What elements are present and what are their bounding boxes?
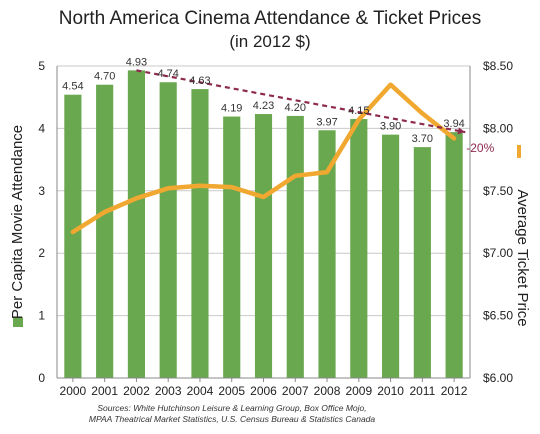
bar <box>318 130 336 378</box>
x-tick-label: 2009 <box>345 384 372 398</box>
x-tick-label: 2002 <box>123 384 150 398</box>
bar-data-label: 4.19 <box>221 103 242 115</box>
bar-data-label: 3.94 <box>443 118 464 130</box>
bar-data-label: 4.20 <box>285 102 306 114</box>
x-tick-label: 2012 <box>441 384 468 398</box>
x-tick-label: 2004 <box>187 384 214 398</box>
bar <box>127 70 146 379</box>
axes: 0 1 2 3 4 5 $6.00 $6.50 $7.00 $7.50 $8.00 $8.50 2000… <box>38 59 513 398</box>
sources-line: MPAA Theatrical Market Statistics, U.S. … <box>89 414 376 424</box>
bar-series <box>64 70 463 379</box>
x-tick-label: 2006 <box>250 384 277 398</box>
chart-subtitle: (in 2012 $) <box>229 32 310 51</box>
ticket-price-series <box>70 82 457 235</box>
x-tick-label: 2000 <box>60 384 87 398</box>
y-left-axis-title: Per Capita Movie Attendance <box>9 125 26 319</box>
bar-data-label: 3.90 <box>380 121 401 133</box>
x-tick-label: 2011 <box>409 384 435 398</box>
bar-data-label: 4.93 <box>126 56 147 68</box>
y-right-tick-label: $7.00 <box>483 246 513 260</box>
y-left-tick-label: 2 <box>38 246 45 260</box>
legend: Per Capita Movie Attendance Average Ticke… <box>9 125 531 327</box>
bar-data-label: 4.15 <box>348 105 369 117</box>
bar-data-label: 4.70 <box>94 71 115 83</box>
x-tick-label: 2001 <box>91 384 118 398</box>
bar-data-label: 4.23 <box>253 100 274 112</box>
bar-data-label: 3.70 <box>412 133 433 145</box>
bar <box>350 119 368 378</box>
trendline: -20% <box>136 69 495 155</box>
bar-data-label: 4.54 <box>62 81 83 93</box>
y-left-tick-label: 3 <box>38 184 45 198</box>
sources-note: Sources: White Hutchinson Leisure & Lear… <box>89 403 376 424</box>
y-right-tick-label: $8.50 <box>483 59 513 73</box>
bar <box>159 82 177 378</box>
bar <box>413 147 431 378</box>
y-right-tick-label: $6.00 <box>483 371 513 385</box>
y-left-tick-label: 1 <box>38 309 45 323</box>
bar-data-label: 3.97 <box>316 116 337 128</box>
sources-line: Sources: White Hutchinson Leisure & Lear… <box>97 403 366 413</box>
x-tick-label: 2007 <box>282 384 309 398</box>
bar <box>254 114 273 378</box>
bar <box>286 115 304 379</box>
bar <box>64 94 82 378</box>
bar-data-label: 4.63 <box>189 75 210 87</box>
data-labels: 4.54 4.70 4.93 4.74 4.63 4.19 4.23 4.20 3.97 4.15… <box>62 56 465 145</box>
x-tick-label: 2008 <box>314 384 341 398</box>
chart-title: North America Cinema Attendance & Ticket… <box>59 8 481 29</box>
bar <box>96 84 114 378</box>
trendline-dashed <box>136 69 466 134</box>
y-right-tick-label: $6.50 <box>483 309 513 323</box>
ticket-price-line <box>70 82 457 235</box>
bar-data-label: 4.74 <box>157 68 178 80</box>
x-tick-label: 2005 <box>218 384 245 398</box>
bar <box>191 89 209 378</box>
bar <box>445 132 463 378</box>
y-right-tick-label: $8.00 <box>483 121 513 135</box>
legend-swatch-attendance <box>13 317 23 327</box>
y-left-tick-label: 5 <box>38 59 45 73</box>
x-tick-label: 2010 <box>377 384 404 398</box>
y-right-axis-title: Average Ticket Price <box>514 189 531 326</box>
y-right-tick-label: $7.50 <box>483 184 513 198</box>
bar <box>381 134 400 378</box>
bar <box>223 116 241 378</box>
x-tick-label: 2003 <box>155 384 182 398</box>
trendline-arrowhead <box>457 127 466 135</box>
y-left-tick-label: 4 <box>38 121 45 135</box>
trendline-label: -20% <box>466 141 494 155</box>
y-left-tick-label: 0 <box>38 371 45 385</box>
